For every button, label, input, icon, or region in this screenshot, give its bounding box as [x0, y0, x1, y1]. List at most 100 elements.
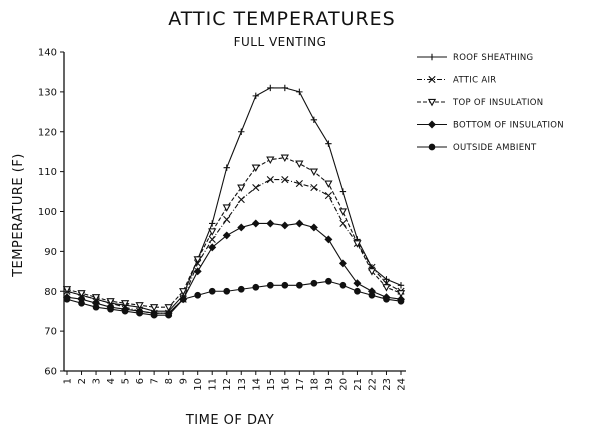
- data-point: [295, 160, 304, 168]
- data-point: [339, 281, 347, 289]
- data-point: [324, 180, 333, 188]
- data-point: [222, 204, 231, 212]
- data-point: [237, 195, 245, 204]
- data-point: [296, 88, 303, 96]
- x-tick-label: 20: [338, 378, 349, 391]
- data-point: [252, 283, 260, 291]
- data-point: [121, 307, 129, 315]
- data-point: [396, 290, 406, 298]
- data-point: [237, 223, 246, 232]
- data-point: [252, 183, 260, 192]
- data-point: [382, 284, 391, 292]
- x-tick-label: 1: [63, 378, 74, 384]
- data-point: [193, 256, 202, 264]
- data-point: [353, 240, 362, 248]
- legend-marker: [428, 53, 436, 61]
- x-tick-label: 13: [237, 378, 248, 391]
- data-point: [208, 235, 216, 244]
- x-tick-label: 9: [179, 378, 190, 384]
- data-point: [339, 219, 347, 228]
- series-line: [66, 87, 402, 312]
- x-tick-label: 3: [92, 378, 103, 384]
- data-point: [91, 294, 101, 302]
- data-point: [325, 277, 332, 285]
- data-point: [339, 188, 347, 195]
- series-layer: [62, 84, 406, 319]
- series-line: [66, 179, 402, 314]
- data-point: [136, 309, 143, 317]
- legend-marker: [428, 120, 436, 129]
- x-tick-label: 5: [121, 378, 132, 384]
- x-tick-label: 24: [397, 378, 408, 391]
- chart-subtitle: FULL VENTING: [234, 35, 327, 49]
- data-point: [223, 164, 230, 171]
- data-point: [149, 304, 159, 312]
- y-tick-label: 120: [38, 127, 57, 138]
- data-point: [238, 128, 245, 135]
- data-point: [281, 281, 289, 289]
- data-point: [368, 291, 376, 299]
- data-point: [310, 183, 318, 192]
- legend: ROOF SHEATHING ATTIC AIR TOP OF INSULATION…: [417, 53, 564, 153]
- data-point: [223, 287, 231, 295]
- x-tick-label: 12: [222, 378, 233, 391]
- data-point: [252, 92, 259, 100]
- data-point: [353, 279, 362, 288]
- data-point: [310, 279, 318, 287]
- y-tick-label: 110: [38, 167, 57, 178]
- data-point: [267, 84, 274, 92]
- data-point: [338, 259, 347, 268]
- x-tick-label: 23: [382, 378, 393, 391]
- y-tick-label: 130: [38, 87, 57, 98]
- data-point: [354, 287, 361, 295]
- data-point: [280, 154, 289, 163]
- x-axis-label: TIME OF DAY: [185, 413, 274, 428]
- x-tick-label: 17: [295, 378, 306, 391]
- y-tick-label: 80: [44, 287, 57, 298]
- legend-marker: [428, 75, 436, 84]
- x-tick-label: 18: [309, 378, 320, 391]
- data-point: [251, 164, 260, 172]
- x-tick-label: 19: [324, 378, 335, 391]
- data-point: [164, 304, 173, 312]
- legend-label: OUTSIDE AMBIENT: [453, 143, 537, 153]
- series-line: [66, 222, 402, 314]
- data-point: [325, 140, 332, 147]
- legend-item: ROOF SHEATHING: [417, 53, 533, 63]
- data-point: [266, 176, 274, 184]
- data-point: [237, 184, 246, 192]
- data-point: [280, 221, 289, 230]
- data-point: [107, 305, 114, 313]
- data-point: [179, 295, 187, 303]
- data-point: [150, 311, 158, 319]
- data-point: [208, 228, 217, 236]
- legend-item: ATTIC AIR: [417, 76, 496, 86]
- data-point: [266, 281, 274, 289]
- legend-marker: [428, 143, 436, 151]
- data-point: [266, 219, 275, 228]
- data-point: [179, 288, 188, 296]
- x-tick-label: 4: [106, 378, 117, 384]
- x-tick-label: 7: [150, 378, 161, 384]
- data-point: [208, 243, 217, 252]
- x-tick-label: 2: [77, 378, 88, 384]
- data-point: [223, 215, 231, 224]
- data-point: [295, 281, 303, 289]
- data-point: [397, 297, 405, 305]
- data-point: [62, 286, 72, 294]
- data-point: [295, 219, 304, 228]
- y-tick-label: 70: [44, 327, 57, 338]
- y-tick-label: 100: [38, 207, 57, 218]
- data-point: [367, 268, 377, 276]
- x-tick-label: 10: [193, 378, 204, 391]
- series-5: [63, 277, 405, 319]
- data-point: [295, 179, 303, 188]
- data-point: [135, 302, 144, 310]
- series-3: [62, 154, 406, 312]
- data-point: [237, 285, 245, 293]
- x-tick-label: 8: [164, 378, 175, 384]
- legend-label: ATTIC AIR: [453, 76, 496, 86]
- y-axis-label: TEMPERATURE (F): [11, 153, 26, 278]
- series-line: [66, 157, 402, 308]
- data-point: [77, 290, 86, 298]
